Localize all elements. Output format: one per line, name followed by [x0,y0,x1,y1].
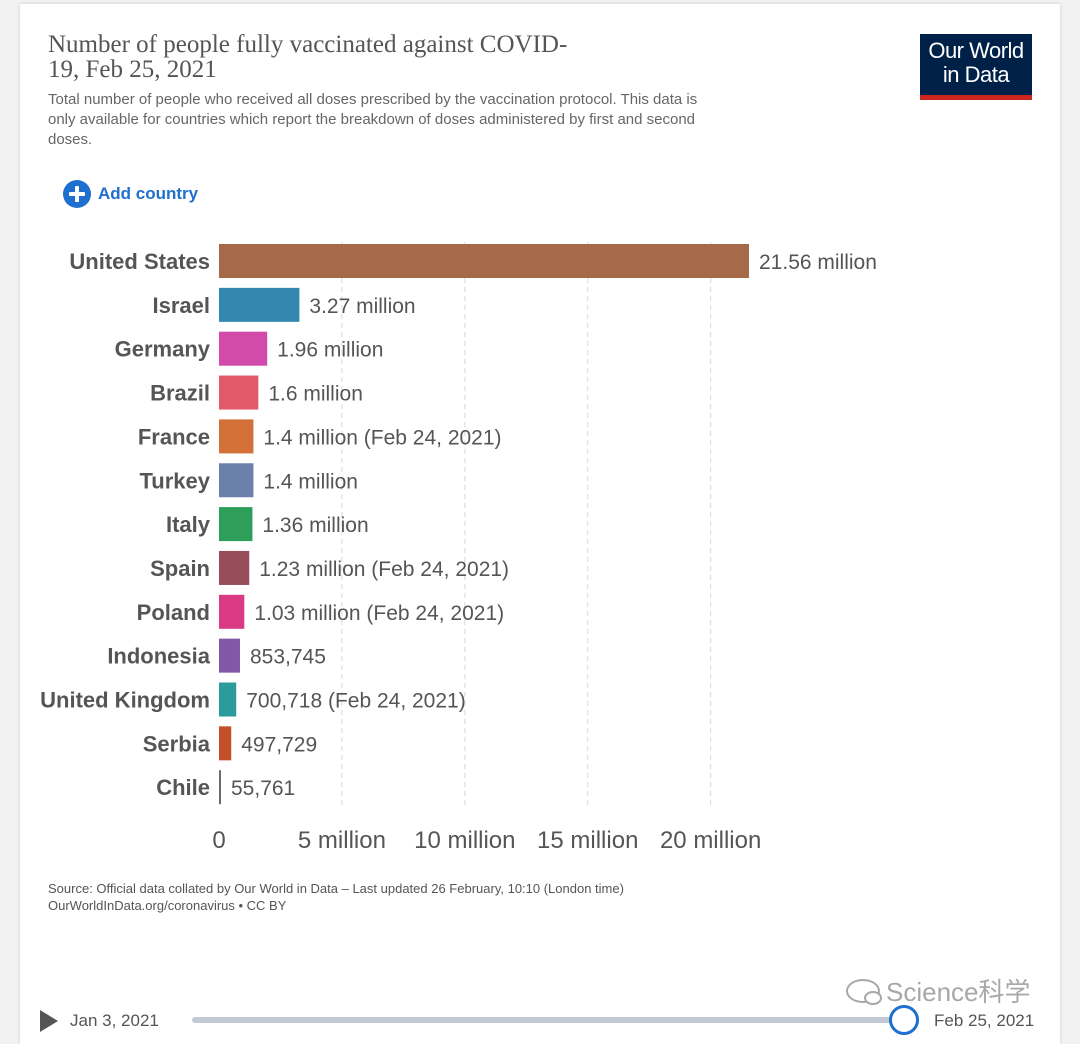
x-tick-label-2: 10 million [414,827,515,854]
category-label-3: Brazil [150,381,210,406]
x-tick-label-3: 15 million [537,827,638,854]
bar-8 [219,594,245,629]
x-tick-label-1: 5 million [298,827,386,854]
bar-0 [219,244,749,278]
value-label-1: 3.27 million [309,295,415,318]
value-label-11: 497,729 [241,733,317,756]
logo-line-1: Our World [928,38,1024,63]
plus-circle-icon [63,180,91,208]
value-label-8: 1.03 million (Feb 24, 2021) [254,602,504,625]
timeline-track[interactable] [192,1017,904,1023]
category-label-11: Serbia [143,731,211,756]
category-label-2: Germany [115,337,211,362]
watermark-text: Science科学 [886,977,1031,1007]
timeline: Jan 3, 2021 Feb 25, 2021 [20,994,1060,1044]
value-label-3: 1.6 million [268,383,363,406]
source-line-1: Source: Official data collated by Our Wo… [48,881,624,896]
value-label-0: 21.56 million [759,251,877,274]
bar-6 [219,507,253,542]
logo-line-2: in Data [942,62,1010,87]
watermark: Science科学 [846,972,1031,1009]
value-label-10: 700,718 (Feb 24, 2021) [246,690,466,713]
category-label-7: Spain [150,556,210,581]
source-note: Source: Official data collated by Our Wo… [48,880,848,914]
owid-logo[interactable]: Our World in Data [920,34,1032,100]
value-label-4: 1.4 million (Feb 24, 2021) [263,426,501,449]
value-label-9: 853,745 [250,646,326,669]
play-icon[interactable] [40,1010,58,1032]
value-label-7: 1.23 million (Feb 24, 2021) [259,558,509,581]
bar-4 [219,419,254,454]
category-label-4: France [138,424,210,449]
bar-12 [219,770,221,805]
x-tick-label-0: 0 [212,827,225,854]
category-label-12: Chile [156,775,210,800]
bar-1 [219,287,300,322]
source-line-2[interactable]: OurWorldInData.org/coronavirus • CC BY [48,898,287,913]
category-label-0: United States [69,249,210,274]
bar-10 [219,682,237,717]
value-label-12: 55,761 [231,777,295,800]
bar-9 [219,638,240,673]
chat-bubble-icon [846,978,882,1005]
timeline-handle[interactable] [889,1005,919,1035]
category-label-10: United Kingdom [40,688,210,713]
bar-5 [219,463,254,498]
category-label-6: Italy [166,512,211,537]
add-country-label: Add country [98,184,199,203]
category-label-1: Israel [153,293,211,318]
value-label-2: 1.96 million [277,339,383,362]
category-label-8: Poland [137,600,210,625]
add-country-button[interactable]: Add country [63,178,198,210]
timeline-start-label: Jan 3, 2021 [70,1011,159,1030]
value-label-5: 1.4 million [263,470,358,493]
category-label-5: Turkey [139,468,210,493]
x-tick-label-4: 20 million [660,827,761,854]
bar-chart: United States 21.56 million Israel 3.27 mil… [40,242,877,854]
bar-7 [219,550,250,585]
chart-subtitle: Total number of people who received all … [48,91,698,148]
timeline-end-label: Feb 25, 2021 [934,1011,1035,1030]
bar-11 [219,726,232,761]
bar-2 [219,331,268,366]
bar-3 [219,375,259,410]
value-label-6: 1.36 million [262,514,368,537]
chart-card: Number of people fully vaccinated agains… [20,4,1060,1044]
category-label-9: Indonesia [107,644,210,669]
chart-title: Number of people fully vaccinated agains… [48,31,568,83]
